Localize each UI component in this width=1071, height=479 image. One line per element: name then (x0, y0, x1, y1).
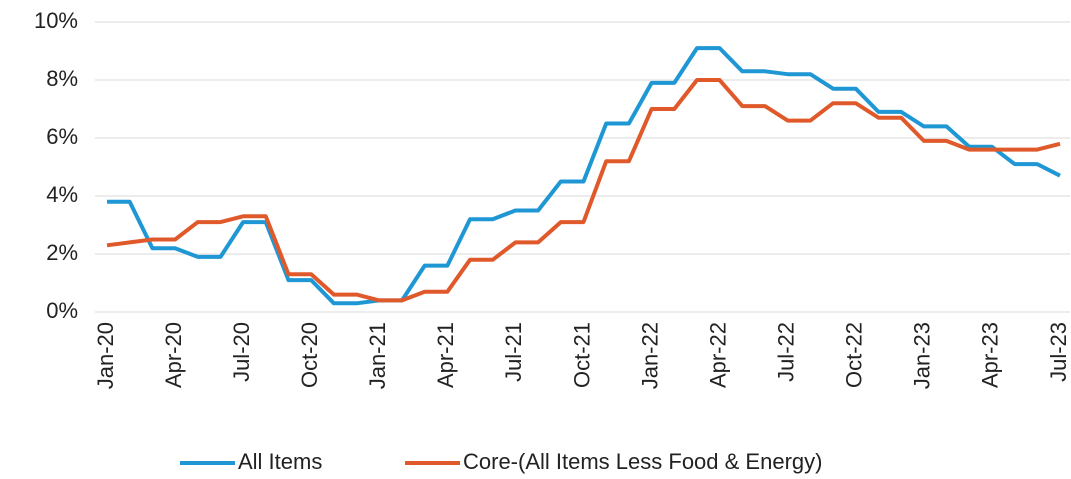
x-tick-label: Jul-20 (229, 322, 254, 382)
x-tick-label: Jul-23 (1046, 322, 1071, 382)
x-tick-label: Oct-22 (842, 322, 867, 388)
x-tick-label: Apr-20 (161, 322, 186, 388)
legend-label: Core-(All Items Less Food & Energy) (463, 449, 822, 474)
y-tick-label: 0% (46, 298, 78, 323)
x-tick-label: Jan-22 (637, 322, 662, 389)
x-tick-label: Apr-23 (978, 322, 1003, 388)
y-tick-label: 6% (46, 124, 78, 149)
x-tick-label: Jul-22 (774, 322, 799, 382)
x-tick-label: Apr-21 (433, 322, 458, 388)
y-tick-label: 2% (46, 240, 78, 265)
x-tick-label: Jan-23 (910, 322, 935, 389)
x-tick-label: Oct-20 (297, 322, 322, 388)
x-tick-label: Oct-21 (569, 322, 594, 388)
y-tick-label: 10% (34, 8, 78, 33)
series-line (106, 78, 1061, 303)
x-tick-label: Jan-21 (365, 322, 390, 389)
x-tick-label: Jul-21 (501, 322, 526, 382)
y-tick-label: 8% (46, 66, 78, 91)
x-tick-label: Jan-20 (93, 322, 118, 389)
legend-label: All Items (238, 449, 322, 474)
y-tick-label: 4% (46, 182, 78, 207)
x-tick-label: Apr-22 (705, 322, 730, 388)
series-line (107, 46, 1061, 306)
